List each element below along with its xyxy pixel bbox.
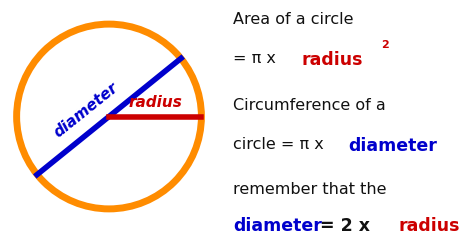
Text: Circumference of a: Circumference of a xyxy=(233,98,385,113)
Text: diameter: diameter xyxy=(233,217,322,233)
Text: radius: radius xyxy=(302,51,364,69)
Text: radius: radius xyxy=(399,217,460,233)
Text: = π x: = π x xyxy=(233,51,281,66)
Text: diameter: diameter xyxy=(51,80,121,140)
Text: = 2 x: = 2 x xyxy=(314,217,376,233)
Text: 2: 2 xyxy=(381,40,389,50)
Text: Area of a circle: Area of a circle xyxy=(233,12,353,27)
Text: diameter: diameter xyxy=(348,137,437,155)
Text: circle = π x: circle = π x xyxy=(233,137,328,152)
Text: radius: radius xyxy=(128,95,182,110)
Text: remember that the: remember that the xyxy=(233,182,386,197)
